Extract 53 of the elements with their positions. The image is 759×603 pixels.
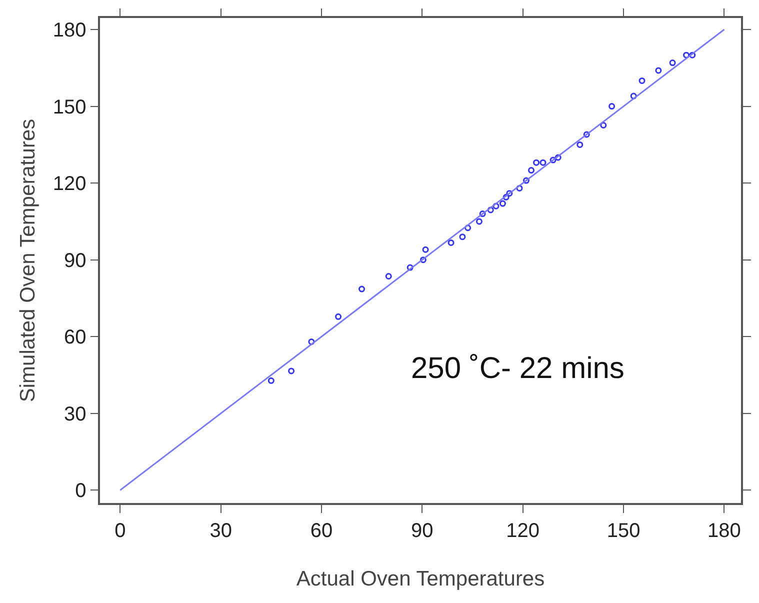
point bbox=[608, 103, 616, 110]
point bbox=[669, 60, 676, 66]
point bbox=[576, 141, 584, 148]
point bbox=[499, 200, 506, 207]
x-tick-label: 150 bbox=[606, 520, 640, 542]
point bbox=[600, 122, 607, 128]
point bbox=[492, 202, 500, 210]
x-tick-label: 120 bbox=[506, 520, 540, 542]
point bbox=[528, 167, 534, 174]
point bbox=[683, 52, 690, 58]
point bbox=[506, 190, 513, 197]
point bbox=[540, 159, 546, 166]
point bbox=[479, 210, 486, 218]
point bbox=[630, 92, 637, 100]
annotation: 250 ˚C- 22 mins bbox=[411, 352, 624, 385]
point bbox=[308, 338, 315, 346]
point bbox=[522, 177, 530, 184]
point bbox=[689, 52, 696, 58]
point bbox=[464, 224, 472, 232]
y-tick-label: 180 bbox=[52, 20, 86, 42]
point bbox=[288, 368, 295, 374]
point bbox=[502, 194, 510, 200]
point bbox=[420, 256, 426, 264]
point bbox=[459, 234, 466, 240]
point bbox=[516, 184, 523, 192]
point bbox=[476, 218, 482, 225]
x-tick-label: 90 bbox=[411, 520, 434, 542]
y-tick-label: 60 bbox=[64, 326, 86, 349]
x-tick-label: 0 bbox=[114, 520, 126, 542]
point bbox=[406, 264, 414, 271]
x-tick-label: 30 bbox=[210, 520, 232, 542]
point bbox=[583, 131, 590, 138]
y-axis-title: Simulated Oven Temperatures bbox=[16, 118, 40, 402]
y-tick-label: 30 bbox=[64, 403, 86, 426]
point bbox=[448, 239, 454, 246]
point bbox=[487, 206, 494, 214]
y-tick-label: 150 bbox=[52, 96, 86, 118]
y-tick-label: 90 bbox=[64, 250, 86, 272]
point bbox=[358, 286, 366, 292]
point bbox=[638, 77, 646, 84]
x-tick-label: 180 bbox=[708, 520, 741, 542]
point bbox=[554, 154, 562, 161]
point bbox=[385, 272, 392, 280]
point bbox=[533, 159, 540, 166]
point bbox=[268, 377, 274, 384]
point bbox=[422, 246, 429, 253]
point bbox=[335, 313, 342, 320]
point bbox=[655, 67, 662, 74]
x-tick-label: 60 bbox=[310, 520, 333, 542]
x-axis-title: Actual Oven Temperatures bbox=[296, 567, 545, 590]
y-tick-label: 0 bbox=[75, 480, 86, 502]
y-tick-label: 120 bbox=[52, 173, 86, 196]
point bbox=[550, 156, 556, 164]
